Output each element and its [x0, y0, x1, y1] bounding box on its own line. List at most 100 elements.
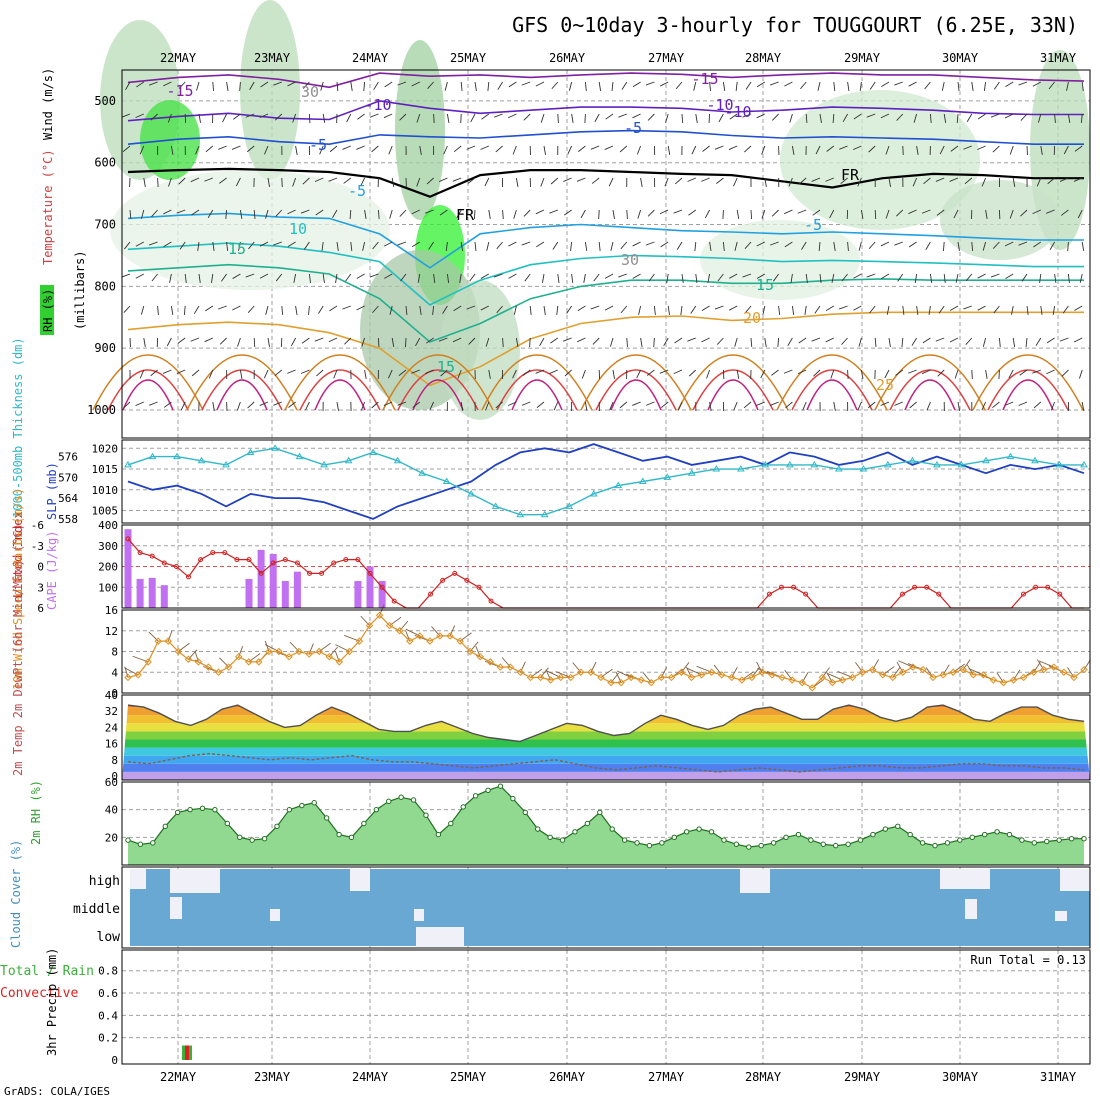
wind-barb [680, 305, 683, 315]
wind-barb [688, 209, 697, 216]
wind-barb [248, 241, 255, 250]
wind-barb [123, 401, 131, 409]
rh-marker [932, 842, 938, 849]
lifted-index-marker [258, 570, 264, 576]
wind-barb [473, 209, 476, 220]
precip-legend-total: Total / Rain [0, 964, 94, 979]
wind-barb [1035, 337, 1042, 346]
wind-barb [913, 113, 918, 123]
wind-barb [361, 337, 366, 347]
wind-barb [303, 241, 310, 250]
wind-barb [888, 177, 892, 187]
cape-bar [160, 585, 168, 608]
wind-barb [922, 369, 931, 375]
wind-barb [1032, 369, 1041, 374]
wind-barb [495, 401, 503, 409]
wind-barb [460, 401, 464, 411]
temp-band [122, 763, 1090, 772]
wind-barb [493, 273, 503, 278]
wind-barb [926, 401, 931, 411]
wind-barb [756, 113, 765, 119]
wind-barb [496, 305, 503, 314]
wind-barb [666, 273, 669, 283]
wind-speed-marker [365, 621, 374, 630]
lifted-index-marker [428, 591, 434, 597]
wind-barb [225, 209, 228, 220]
wind-barb [480, 305, 490, 311]
wind-barb [373, 81, 379, 90]
wind-barb [895, 209, 904, 217]
wind-speed-marker [184, 655, 193, 663]
rh-marker [1044, 838, 1050, 845]
wind-barb [265, 305, 269, 315]
wind-speed-marker [748, 673, 756, 682]
wind-barb [212, 81, 215, 92]
wind-barb [787, 337, 793, 346]
wind-barb [674, 337, 683, 344]
wind-barb [659, 81, 669, 87]
wind-speed-marker [929, 673, 937, 682]
wind-barb [1012, 337, 1016, 347]
wind-barb [535, 369, 545, 374]
wind-barb [722, 241, 725, 252]
wind-barb [1040, 305, 1043, 315]
wind-barb [789, 113, 793, 123]
panel-frame-wind [121, 609, 1091, 694]
wind-barb [626, 337, 628, 348]
rh-marker [820, 841, 826, 847]
wind-barb [183, 305, 186, 316]
wind-barb [1021, 273, 1028, 282]
wind-barb [445, 241, 448, 251]
rh-tick: 60 [105, 776, 118, 789]
wind-barb [212, 401, 215, 411]
wind-barb [921, 209, 931, 214]
wind-barb [411, 241, 421, 248]
thickness-marker [565, 502, 574, 509]
rh-marker [373, 806, 380, 813]
temp-line [127, 704, 1085, 743]
wind-barb [857, 401, 862, 411]
wind-barb [389, 209, 393, 219]
rh-shading-region [940, 180, 1060, 260]
lifted-index-marker [319, 570, 325, 576]
wind-barb [1063, 145, 1069, 155]
wind-barb [281, 305, 284, 316]
wind-barb [178, 81, 186, 89]
wind-barb [247, 145, 255, 153]
wind-barb [610, 337, 614, 347]
thickness-marker [957, 460, 966, 468]
wind-barb [168, 177, 172, 187]
wind-barb [196, 81, 200, 91]
wind-barb [292, 113, 297, 123]
wind-barb [735, 81, 738, 91]
thickness-marker [1055, 460, 1064, 468]
wind-speed-marker [738, 676, 746, 684]
wind-barb [1066, 81, 1069, 91]
wind-barb [612, 209, 615, 219]
wind-barb [157, 177, 159, 188]
wind-barb [956, 113, 959, 124]
wind-barb [647, 113, 655, 121]
wind-ylabel: 10m Wind Speed & Barbs (m/s) [11, 488, 25, 690]
wind-barb [388, 369, 393, 379]
wind-barb [760, 369, 766, 379]
wind-barb [676, 241, 683, 250]
wind-speed-marker [979, 671, 988, 679]
wind-barb [239, 369, 243, 379]
wind-barb [880, 241, 890, 247]
wind-barb [901, 337, 904, 348]
wind-barb [236, 401, 241, 411]
wind-barb [638, 305, 642, 315]
wind-barb [604, 273, 614, 279]
wind-barb [567, 145, 573, 155]
cape-tick: 200 [98, 561, 118, 574]
rh-marker [535, 826, 541, 832]
wind-barb [840, 177, 848, 185]
cape-bar [257, 549, 265, 608]
wind-barb [825, 177, 834, 182]
wind-barb [971, 81, 974, 91]
wind-barb [1039, 273, 1042, 283]
temp-band [122, 723, 1090, 732]
wind-barb [949, 177, 959, 182]
rh-marker [547, 834, 553, 841]
